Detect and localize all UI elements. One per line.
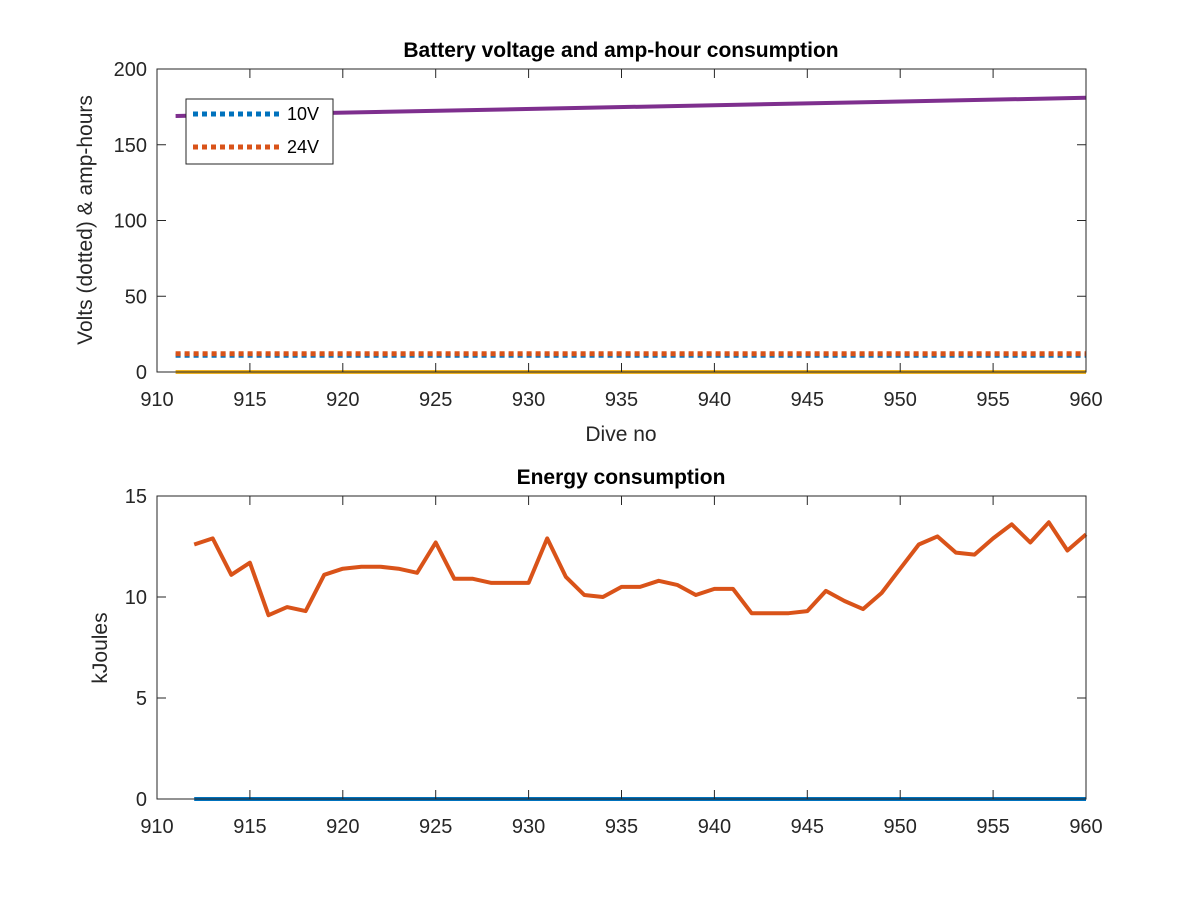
battery-ytick-label: 200	[114, 59, 147, 81]
battery-xtick-label: 925	[419, 389, 452, 411]
battery-xtick-label: 955	[976, 389, 1009, 411]
battery-ytick-label: 150	[114, 135, 147, 157]
energy-ytick-label: 15	[125, 486, 147, 508]
battery-ytick-label: 0	[136, 362, 147, 384]
energy-plot-axes-box	[156, 495, 1087, 800]
legend-label-24v: 24V	[287, 137, 319, 157]
energy-series-1-line	[193, 520, 1088, 618]
energy-xtick-label: 960	[1069, 816, 1102, 838]
energy-plot-lines	[193, 520, 1088, 801]
battery-xtick-label: 960	[1069, 389, 1102, 411]
energy-plot: Energy consumption 910 915 920 925 930 935 940…	[89, 466, 1103, 838]
battery-ytick-label: 50	[125, 286, 147, 308]
battery-plot-ylabel: Volts (dotted) & amp-hours	[74, 95, 97, 345]
energy-xtick-label: 920	[326, 816, 359, 838]
battery-plot: Battery voltage and amp-hour consumption…	[74, 39, 1103, 446]
energy-plot-title: Energy consumption	[517, 466, 726, 489]
battery-xtick-label: 930	[512, 389, 545, 411]
battery-xtick-label: 915	[233, 389, 266, 411]
battery-xtick-label: 920	[326, 389, 359, 411]
energy-xtick-label: 940	[698, 816, 731, 838]
energy-xtick-label: 955	[976, 816, 1009, 838]
battery-xtick-label: 910	[140, 389, 173, 411]
battery-plot-axes-box	[156, 68, 1087, 373]
energy-xtick-label: 910	[140, 816, 173, 838]
battery-plot-xlabel: Dive no	[585, 423, 656, 446]
energy-plot-ticks: 910 915 920 925 930 935 940 945 950 955 960 0 5 10 15	[125, 486, 1103, 838]
battery-plot-title: Battery voltage and amp-hour consumption	[403, 39, 838, 62]
legend-label-10v: 10V	[287, 104, 319, 124]
battery-xtick-label: 950	[884, 389, 917, 411]
legend: 10V 24V	[185, 98, 334, 165]
energy-xtick-label: 915	[233, 816, 266, 838]
battery-xtick-label: 945	[791, 389, 824, 411]
energy-xtick-label: 950	[884, 816, 917, 838]
energy-xtick-label: 945	[791, 816, 824, 838]
energy-ytick-label: 5	[136, 688, 147, 710]
battery-xtick-label: 935	[605, 389, 638, 411]
energy-xtick-label: 930	[512, 816, 545, 838]
battery-xtick-label: 940	[698, 389, 731, 411]
energy-xtick-label: 925	[419, 816, 452, 838]
energy-ytick-label: 10	[125, 587, 147, 609]
battery-ytick-label: 100	[114, 211, 147, 233]
legend-box	[185, 98, 334, 165]
battery-plot-ticks: 910 915 920 925 930 935 940 945 950 955 960 0 50 100 1…	[114, 59, 1103, 411]
energy-xtick-label: 935	[605, 816, 638, 838]
energy-ytick-label: 0	[136, 789, 147, 811]
energy-plot-ylabel: kJoules	[89, 612, 112, 683]
